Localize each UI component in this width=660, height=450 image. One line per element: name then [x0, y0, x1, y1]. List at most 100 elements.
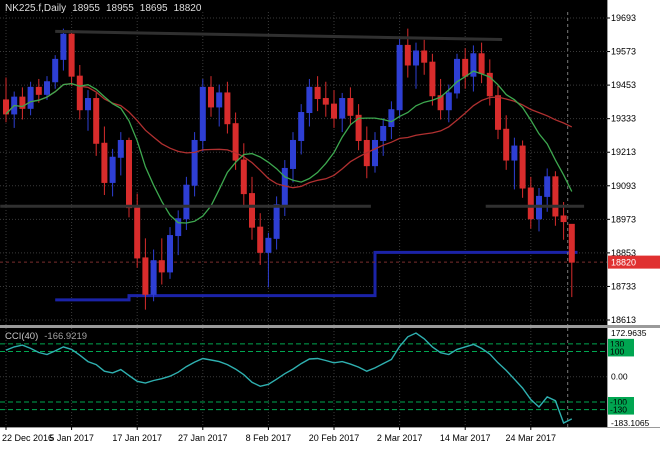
candlestick [216, 84, 223, 127]
candlestick [429, 53, 436, 106]
candlestick [298, 104, 305, 155]
time-axis-label: 20 Feb 2017 [309, 433, 360, 443]
main-pane-background[interactable] [0, 0, 607, 325]
candlestick [355, 104, 362, 151]
time-axis-label: 14 Mar 2017 [440, 433, 491, 443]
candlestick [396, 37, 403, 119]
candlestick [470, 45, 477, 92]
cci-axis-label: -183.1065 [611, 418, 650, 428]
cci-level-tag-label: -100 [610, 397, 627, 407]
candlestick [421, 39, 428, 75]
time-axis-label: 5 Jan 2017 [49, 433, 94, 443]
candlestick [527, 176, 534, 229]
candlestick [331, 90, 337, 128]
time-axis-label: 8 Feb 2017 [246, 433, 292, 443]
cci-level-tag [608, 338, 634, 349]
time-axis-label: 17 Jan 2017 [112, 433, 162, 443]
candlestick [454, 53, 460, 99]
candlestick [495, 84, 501, 140]
cci-level-tag-label: -130 [610, 405, 627, 415]
candlestick [322, 81, 329, 117]
quote-high: 18955 [105, 3, 134, 14]
time-axis-label: 27 Jan 2017 [178, 433, 228, 443]
time-axis-label: 24 Mar 2017 [506, 433, 557, 443]
price-axis-label: 19333 [611, 114, 636, 124]
cci-axis-label: 172.9635 [611, 328, 647, 338]
candlestick [150, 249, 157, 302]
price-axis-label: 19573 [611, 47, 636, 57]
price-axis-label: 19213 [611, 147, 636, 157]
candlestick [158, 238, 165, 285]
indicator-pane-background[interactable] [0, 328, 607, 427]
candlestick [101, 126, 108, 196]
cci-axis-label: 0.00 [611, 372, 628, 382]
candlestick [117, 132, 124, 176]
candlestick [19, 87, 26, 120]
pane-separator[interactable] [0, 325, 660, 328]
price-axis-label: 19693 [611, 13, 636, 23]
cci-level-tag-label: 130 [610, 339, 624, 349]
cci-level-tag [608, 396, 634, 407]
quote-close: 18820 [173, 3, 202, 14]
candlestick [35, 78, 42, 103]
candlestick [257, 213, 264, 265]
price-axis-label: 18973 [611, 214, 636, 224]
symbol-quote-label: NK225.f,Daily 18955 18955 18695 18820 [5, 3, 207, 14]
candlestick [85, 90, 91, 131]
cci-level-tag [608, 346, 634, 357]
ma-fast-line [5, 70, 573, 224]
candlestick [44, 76, 50, 100]
candlestick [552, 171, 559, 226]
candlestick [380, 118, 387, 156]
candlestick [183, 176, 190, 230]
cci-name: CCI(40) [5, 331, 39, 342]
candlestick [314, 76, 321, 112]
candlestick [240, 143, 247, 207]
candlestick [249, 176, 255, 240]
candlestick [290, 132, 296, 183]
candlestick [511, 137, 518, 190]
candlestick [265, 232, 272, 288]
candlestick [76, 64, 83, 120]
candlestick [519, 140, 526, 198]
current-price-tag-label: 18820 [611, 258, 636, 268]
candlestick [167, 227, 173, 279]
candlestick [372, 132, 378, 173]
candlestick [445, 84, 452, 123]
cci-level-tag [608, 404, 634, 415]
candlestick [224, 81, 231, 134]
candlestick [232, 112, 239, 170]
ma-slow-line [5, 82, 573, 189]
candlestick [109, 148, 116, 197]
price-axis-label: 18613 [611, 315, 636, 325]
candlestick [3, 77, 9, 123]
cci-indicator-label: CCI(40) -166.9219 [5, 331, 87, 342]
candlestick [52, 55, 59, 89]
candlestick [347, 87, 354, 126]
price-axis-label: 18733 [611, 281, 636, 291]
candlestick [68, 30, 75, 86]
cci-level-tag-label: 100 [610, 346, 624, 356]
price-axis-label: 19453 [611, 80, 636, 90]
cci-line [5, 332, 573, 424]
candlestick [388, 101, 395, 140]
trendline[interactable] [55, 29, 503, 42]
candlestick [413, 42, 419, 89]
price-axis-label: 19093 [611, 181, 636, 191]
time-axis-label: 2 Mar 2017 [377, 433, 423, 443]
time-axis-label: 22 Dec 2016 [2, 433, 53, 443]
step-support-line[interactable] [55, 250, 578, 302]
quote-low: 18695 [139, 3, 168, 14]
quote-open: 18955 [72, 3, 100, 14]
candlestick [175, 210, 182, 256]
candlestick [191, 132, 198, 197]
candlestick [568, 223, 575, 298]
candlestick [503, 115, 510, 170]
candlestick [142, 238, 149, 310]
candlestick [27, 81, 34, 116]
candlestick [437, 78, 444, 120]
cci-value: -166.9219 [44, 331, 88, 342]
candlestick [199, 78, 206, 152]
